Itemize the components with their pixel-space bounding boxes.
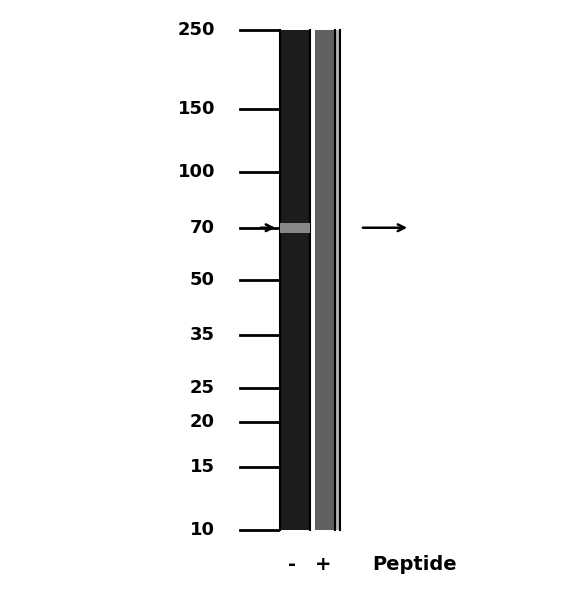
- Bar: [280, 223, 310, 233]
- Text: 20: 20: [190, 413, 215, 431]
- Text: 50: 50: [190, 271, 215, 289]
- Text: 15: 15: [190, 458, 215, 476]
- Bar: [335, 30, 340, 530]
- Text: 100: 100: [177, 163, 215, 181]
- Bar: [280, 30, 310, 530]
- Text: -: -: [288, 555, 296, 574]
- Text: 25: 25: [190, 379, 215, 397]
- Bar: [315, 30, 335, 530]
- Text: 70: 70: [190, 219, 215, 236]
- Text: +: +: [315, 555, 331, 574]
- Text: 10: 10: [190, 521, 215, 539]
- Text: 250: 250: [177, 21, 215, 39]
- Text: 150: 150: [177, 100, 215, 119]
- Text: Peptide: Peptide: [373, 555, 457, 574]
- Text: 35: 35: [190, 326, 215, 345]
